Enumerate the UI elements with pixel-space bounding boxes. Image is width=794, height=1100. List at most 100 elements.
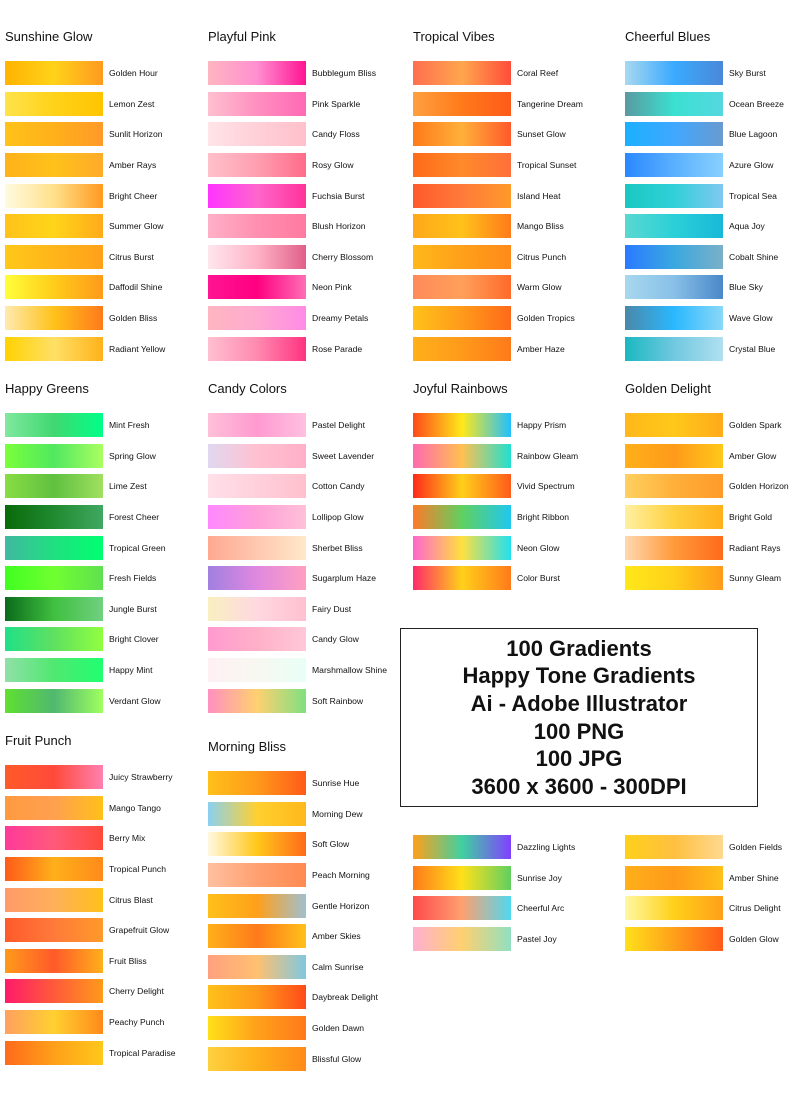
group-playful-pink: Playful Pink Bubblegum Bliss Pink Sparkle C…	[208, 26, 376, 364]
gradient-item: Blue Lagoon	[625, 119, 784, 150]
gradient-item: Blue Sky	[625, 272, 784, 303]
gradient-swatch	[625, 306, 723, 331]
gradient-item: Amber Haze	[413, 333, 583, 364]
gradient-item: Berry Mix	[5, 823, 176, 854]
gradient-label: Sunrise Joy	[517, 872, 562, 883]
gradient-swatch	[5, 91, 103, 116]
gradient-swatch	[625, 183, 723, 208]
gradient-label: Amber Glow	[729, 450, 777, 461]
gradient-swatch	[208, 306, 306, 331]
gradient-item: Citrus Burst	[5, 242, 165, 273]
gradient-swatch	[413, 535, 511, 560]
gradient-label: Tropical Paradise	[109, 1047, 176, 1058]
gradient-item: Juicy Strawberry	[5, 762, 176, 793]
gradient-label: Bright Clover	[109, 634, 159, 645]
gradient-item: Tropical Paradise	[5, 1037, 176, 1068]
gradient-swatch	[208, 474, 306, 499]
gradient-label: Sunny Gleam	[729, 573, 782, 584]
gradient-swatch	[208, 91, 306, 116]
gradient-item: Tropical Green	[5, 532, 166, 563]
gradient-swatch	[625, 336, 723, 361]
gradient-item: Happy Mint	[5, 655, 166, 686]
gradient-swatch	[5, 918, 103, 943]
gradient-item: Bright Cheer	[5, 180, 165, 211]
gradient-label: Radiant Yellow	[109, 343, 166, 354]
gradient-item: Rosy Glow	[208, 150, 376, 181]
gradient-item: Summer Glow	[5, 211, 165, 242]
gradient-label: Aqua Joy	[729, 221, 765, 232]
gradient-label: Coral Reef	[517, 68, 559, 79]
gradient-swatch	[208, 771, 306, 796]
group-title: Cheerful Blues	[625, 29, 711, 44]
gradient-item: Amber Glow	[625, 441, 789, 472]
gradient-label: Crystal Blue	[729, 343, 776, 354]
gradient-item: Sugarplum Haze	[208, 563, 387, 594]
gradient-swatch	[625, 927, 723, 952]
gradient-swatch	[625, 91, 723, 116]
gradient-label: Lime Zest	[109, 481, 147, 492]
gradient-label: Amber Skies	[312, 931, 361, 942]
gradient-swatch	[5, 795, 103, 820]
group-tropical-vibes: Tropical Vibes Coral Reef Tangerine Dream S…	[413, 26, 583, 364]
gradient-label: Daybreak Delight	[312, 992, 378, 1003]
gradient-swatch	[208, 863, 306, 888]
gradient-swatch	[208, 893, 306, 918]
group-happy-greens: Happy Greens Mint Fresh Spring Glow Lime Ze…	[5, 378, 166, 716]
gradient-label: Bright Cheer	[109, 190, 158, 201]
gradient-label: Citrus Blast	[109, 894, 153, 905]
gradient-swatch	[5, 275, 103, 300]
gradient-item: Daybreak Delight	[208, 982, 378, 1013]
gradient-swatch	[625, 61, 723, 86]
info-line-format-ai: Ai - Adobe Illustrator	[470, 690, 688, 716]
gradient-item: Bright Ribbon	[413, 502, 578, 533]
gradient-item: Tropical Sunset	[413, 150, 583, 181]
gradient-item: Pastel Joy	[413, 924, 575, 955]
gradient-label: Pink Sparkle	[312, 98, 361, 109]
gradient-item: Sunrise Joy	[413, 863, 575, 894]
gradient-item: Morning Dew	[208, 799, 378, 830]
gradient-item: Golden Spark	[625, 410, 789, 441]
gradient-label: Mango Tango	[109, 802, 161, 813]
gradient-item: Candy Floss	[208, 119, 376, 150]
gradient-item: Daffodil Shine	[5, 272, 165, 303]
gradient-label: Golden Dawn	[312, 1023, 365, 1034]
gradient-item: Marshmallow Shine	[208, 655, 387, 686]
gradient-item: Jungle Burst	[5, 594, 166, 625]
gradient-item: Island Heat	[413, 180, 583, 211]
gradient-swatch	[208, 596, 306, 621]
group-fruit-punch: Fruit Punch Juicy Strawberry Mango Tango Be…	[5, 730, 176, 1068]
group-title: Joyful Rainbows	[413, 381, 508, 396]
gradient-swatch	[625, 413, 723, 438]
gradient-label: Marshmallow Shine	[312, 665, 387, 676]
gradient-label: Candy Glow	[312, 634, 359, 645]
gradient-swatch	[208, 1046, 306, 1071]
gradient-label: Verdant Glow	[109, 695, 161, 706]
gradient-swatch	[413, 306, 511, 331]
gradient-swatch	[208, 61, 306, 86]
product-info-box: 100 Gradients Happy Tone Gradients Ai - …	[400, 628, 758, 807]
gradient-label: Citrus Delight	[729, 903, 781, 914]
gradient-label: Peachy Punch	[109, 1017, 165, 1028]
gradient-item: Fruit Bliss	[5, 946, 176, 977]
gradient-label: Neon Pink	[312, 282, 352, 293]
gradient-swatch	[5, 765, 103, 790]
gradient-swatch	[208, 336, 306, 361]
gradient-label: Rose Parade	[312, 343, 363, 354]
gradient-item: Peachy Punch	[5, 1007, 176, 1038]
gradient-swatch	[208, 1016, 306, 1041]
gradient-item: Lollipop Glow	[208, 502, 387, 533]
gradient-swatch	[413, 153, 511, 178]
gradient-label: Amber Haze	[517, 343, 565, 354]
gradient-label: Golden Tropics	[517, 313, 575, 324]
gradient-swatch	[5, 826, 103, 851]
gradient-label: Tropical Green	[109, 542, 166, 553]
gradient-swatch	[5, 1040, 103, 1065]
gradient-item: Forest Cheer	[5, 502, 166, 533]
gradient-label: Gentle Horizon	[312, 900, 370, 911]
group-title: Tropical Vibes	[413, 29, 495, 44]
gradient-item: Blush Horizon	[208, 211, 376, 242]
gradient-label: Forest Cheer	[109, 512, 160, 523]
gradient-item: Golden Dawn	[208, 1013, 378, 1044]
gradient-swatch	[413, 927, 511, 952]
gradient-label: Neon Glow	[517, 542, 560, 553]
